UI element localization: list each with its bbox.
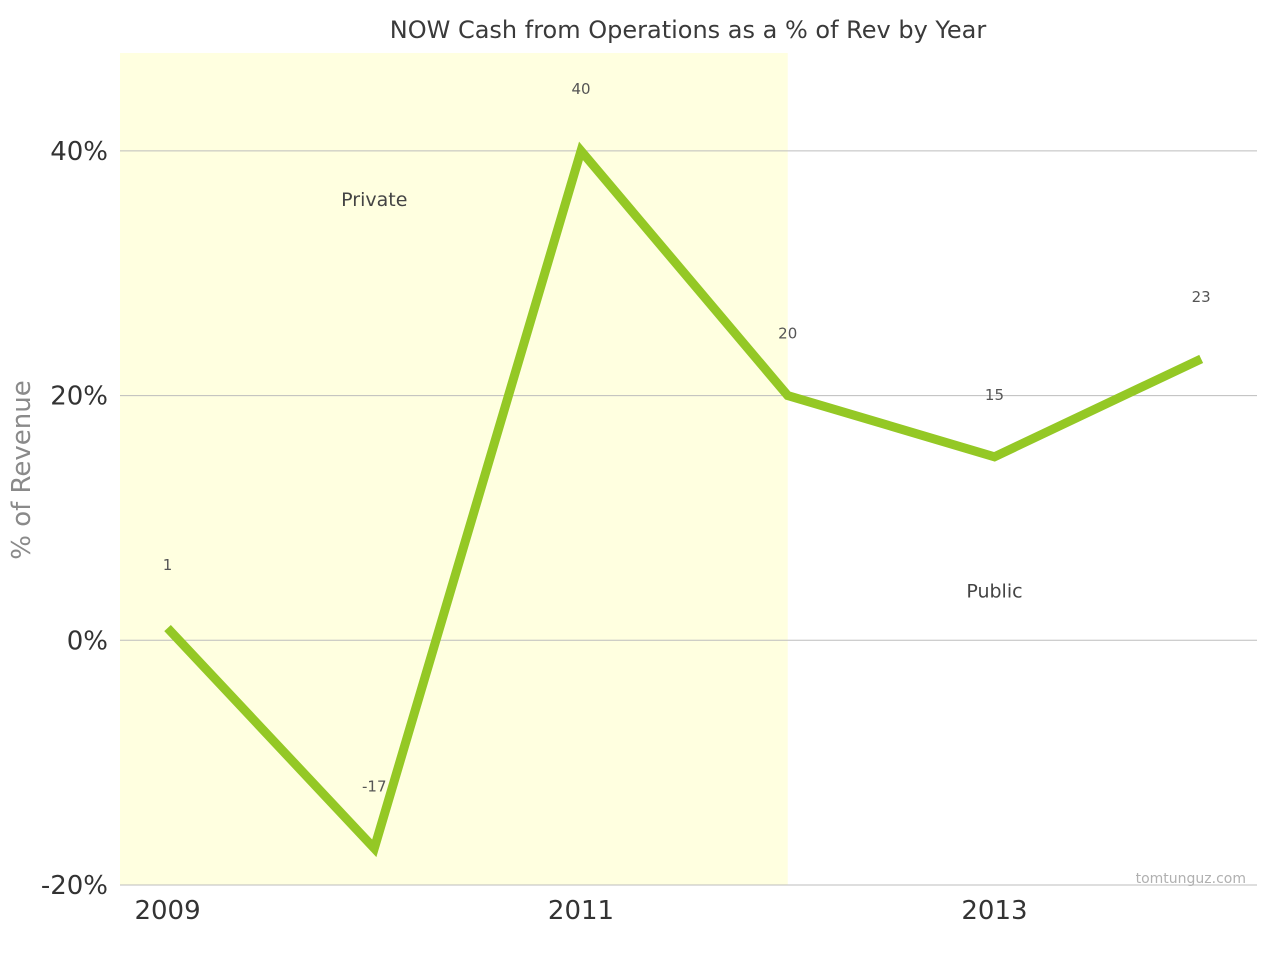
x-axis-ticks: 2009 2011 2013 [134,896,1027,926]
region-label-private: Private [341,189,407,211]
gridlines [120,150,1257,886]
data-label: 20 [778,325,797,343]
region-annotations: Private Public [341,189,1022,603]
data-label: -17 [362,777,387,795]
credit-label: tomtunguz.com [1136,871,1246,887]
y-tick-label: 20% [50,382,108,412]
chart-title: NOW Cash from Operations as a % of Rev b… [390,16,987,44]
y-tick-label: 40% [50,137,108,167]
data-label: 1 [163,556,173,574]
x-tick-label: 2009 [134,896,200,926]
data-label: 15 [985,386,1004,404]
x-tick-label: 2011 [548,896,614,926]
private-period-shading [120,53,788,885]
y-tick-label: 0% [67,626,108,656]
y-axis-ticks: -20% 0% 20% 40% [41,137,108,901]
y-axis-label: % of Revenue [7,380,37,560]
data-labels: 1 -17 40 20 15 23 [163,80,1211,795]
region-label-public: Public [966,580,1022,602]
x-tick-label: 2013 [961,896,1027,926]
data-label: 40 [571,80,590,98]
y-tick-label: -20% [41,871,108,901]
series-line [164,141,1204,858]
data-label: 23 [1192,288,1211,306]
